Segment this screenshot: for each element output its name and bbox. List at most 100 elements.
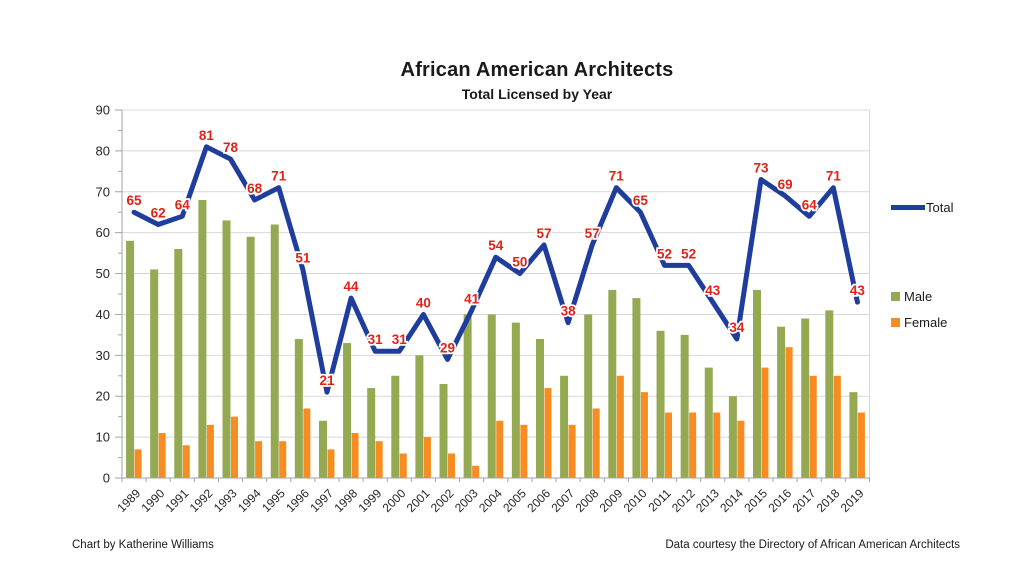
bar-male <box>584 314 593 478</box>
total-line-swatch <box>891 205 925 210</box>
x-axis-label: 1990 <box>139 486 168 515</box>
bar-female <box>713 412 721 478</box>
x-axis-label: 2004 <box>476 486 505 515</box>
bar-male <box>825 310 834 478</box>
x-axis-label: 2012 <box>669 486 698 515</box>
bar-male <box>704 367 713 478</box>
x-axis-label: 1997 <box>307 486 336 515</box>
bar-male <box>560 375 569 478</box>
bar-female <box>303 408 311 478</box>
bar-female <box>375 441 383 478</box>
bar-female <box>399 453 407 478</box>
total-data-label: 50 <box>512 255 527 270</box>
bars-female <box>134 347 865 478</box>
bar-male <box>511 322 520 478</box>
x-axis-label: 1989 <box>114 486 143 515</box>
legend-label-male: Male <box>904 289 933 304</box>
total-data-label: 73 <box>753 161 769 176</box>
x-axis-labels: 1989199019911992199319941995199619971998… <box>114 486 866 515</box>
total-line <box>131 144 860 395</box>
female-square-swatch <box>891 318 900 327</box>
y-axis-label: 60 <box>96 225 110 240</box>
bar-female <box>616 375 624 478</box>
total-data-labels: 65 62 64 81 78 68 71 51 21 44 31 31 40 29 41 54 50 57 38 57… <box>125 126 867 390</box>
total-data-label: 71 <box>271 169 287 184</box>
bar-female <box>520 424 528 478</box>
bar-female <box>134 449 142 478</box>
total-data-label: 38 <box>561 304 577 319</box>
bar-male <box>246 236 255 478</box>
bar-male <box>752 289 761 478</box>
x-axis-label: 2006 <box>524 486 553 515</box>
total-data-label: 52 <box>681 246 696 261</box>
x-axis-label: 1995 <box>259 486 288 515</box>
bar-male <box>680 334 689 478</box>
x-axis-label: 2001 <box>404 486 433 515</box>
total-data-label: 51 <box>295 250 311 265</box>
total-data-label: 64 <box>802 197 818 212</box>
x-axis-label: 2017 <box>790 486 819 515</box>
y-axis-label: 10 <box>96 430 110 445</box>
bar-female <box>785 347 793 478</box>
y-axis-labels: 0 10 20 30 40 50 60 70 80 90 <box>96 103 110 486</box>
y-axis-label: 0 <box>103 471 110 486</box>
bar-female <box>640 392 648 478</box>
x-axis-label: 2019 <box>838 486 867 515</box>
total-data-label: 29 <box>440 340 455 355</box>
bar-male <box>535 338 544 478</box>
total-data-label: 31 <box>368 332 384 347</box>
bar-male <box>270 224 279 478</box>
total-data-label: 43 <box>850 283 866 298</box>
bar-female <box>857 412 865 478</box>
total-data-label: 78 <box>223 140 239 155</box>
bar-male <box>439 383 448 478</box>
bar-female <box>158 433 166 478</box>
bar-female <box>496 420 504 478</box>
bar-female <box>448 453 456 478</box>
total-data-label: 43 <box>705 283 721 298</box>
bar-male <box>463 314 472 478</box>
y-axis-label: 30 <box>96 348 110 363</box>
bar-female <box>809 375 817 478</box>
bar-male <box>367 388 376 478</box>
x-axis-label: 2000 <box>380 486 409 515</box>
x-axis-label: 1998 <box>331 486 360 515</box>
bar-male <box>656 330 665 478</box>
y-axis-label: 90 <box>96 103 110 118</box>
x-axis-label: 1994 <box>235 486 264 515</box>
gridlines <box>122 109 870 478</box>
bar-female <box>351 433 359 478</box>
bar-male <box>294 338 303 478</box>
bar-male <box>608 289 617 478</box>
x-axis-label: 2018 <box>814 486 843 515</box>
total-data-label: 52 <box>657 246 672 261</box>
bar-male <box>222 220 231 478</box>
total-data-label: 65 <box>127 193 143 208</box>
total-data-label: 44 <box>344 279 360 294</box>
x-axis-label: 2011 <box>646 486 674 514</box>
credit-data-source: Data courtesy the Directory of African A… <box>665 539 960 551</box>
legend-label-total: Total <box>926 200 954 215</box>
bar-female <box>833 375 841 478</box>
total-data-label: 81 <box>199 128 215 143</box>
bar-male <box>126 240 135 478</box>
x-axis-label: 2008 <box>573 486 602 515</box>
x-axis-label: 2009 <box>597 486 626 515</box>
bar-female <box>423 437 431 478</box>
bar-male <box>728 396 737 478</box>
y-axis-label: 80 <box>96 143 110 158</box>
credit-chart-author: Chart by Katherine Williams <box>72 539 214 551</box>
x-axis-label: 2015 <box>741 486 770 515</box>
x-axis-label: 2016 <box>765 486 794 515</box>
total-data-label: 69 <box>778 177 793 192</box>
total-data-label: 31 <box>392 332 408 347</box>
bar-female <box>206 424 214 478</box>
x-axis-label: 1996 <box>283 486 312 515</box>
chart-title: African American Architects <box>400 59 674 81</box>
total-data-label: 65 <box>633 193 649 208</box>
bar-male <box>801 318 810 478</box>
bar-male <box>343 343 352 478</box>
bar-female <box>182 445 190 478</box>
total-data-label: 40 <box>416 295 431 310</box>
